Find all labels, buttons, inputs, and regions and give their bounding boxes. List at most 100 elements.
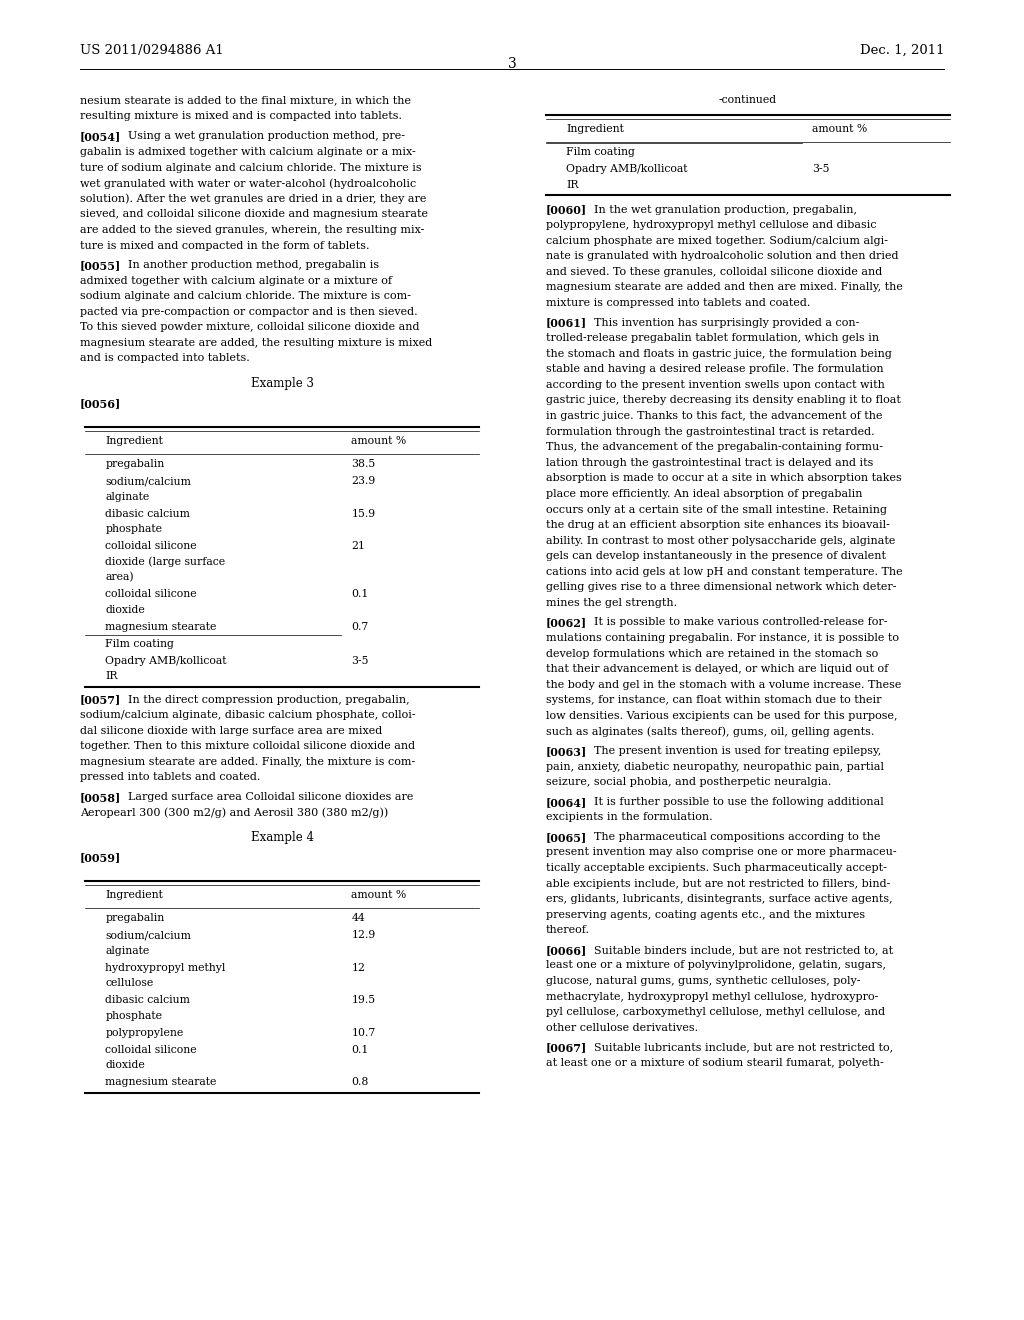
Text: It is further possible to use the following additional: It is further possible to use the follow…: [594, 797, 884, 807]
Text: Opadry AMB/kollicoat: Opadry AMB/kollicoat: [566, 164, 688, 174]
Text: Example 3: Example 3: [251, 378, 313, 389]
Text: mines the gel strength.: mines the gel strength.: [546, 598, 677, 609]
Text: gabalin is admixed together with calcium alginate or a mix-: gabalin is admixed together with calcium…: [80, 147, 416, 157]
Text: magnesium stearate are added. Finally, the mixture is com-: magnesium stearate are added. Finally, t…: [80, 756, 415, 767]
Text: are added to the sieved granules, wherein, the resulting mix-: are added to the sieved granules, wherei…: [80, 224, 424, 235]
Text: place more efficiently. An ideal absorption of pregabalin: place more efficiently. An ideal absorpt…: [546, 488, 862, 499]
Text: sodium alginate and calcium chloride. The mixture is com-: sodium alginate and calcium chloride. Th…: [80, 292, 411, 301]
Text: the body and gel in the stomach with a volume increase. These: the body and gel in the stomach with a v…: [546, 680, 901, 690]
Text: that their advancement is delayed, or which are liquid out of: that their advancement is delayed, or wh…: [546, 664, 888, 675]
Text: dibasic calcium: dibasic calcium: [105, 995, 190, 1006]
Text: Example 4: Example 4: [251, 832, 313, 843]
Text: cellulose: cellulose: [105, 978, 154, 989]
Text: preserving agents, coating agents etc., and the mixtures: preserving agents, coating agents etc., …: [546, 909, 865, 920]
Text: dioxide: dioxide: [105, 1060, 145, 1071]
Text: and is compacted into tablets.: and is compacted into tablets.: [80, 354, 250, 363]
Text: absorption is made to occur at a site in which absorption takes: absorption is made to occur at a site in…: [546, 474, 901, 483]
Text: US 2011/0294886 A1: US 2011/0294886 A1: [80, 44, 223, 57]
Text: other cellulose derivatives.: other cellulose derivatives.: [546, 1023, 698, 1032]
Text: dibasic calcium: dibasic calcium: [105, 508, 190, 519]
Text: gastric juice, thereby decreasing its density enabling it to float: gastric juice, thereby decreasing its de…: [546, 396, 901, 405]
Text: 10.7: 10.7: [351, 1028, 376, 1038]
Text: such as alginates (salts thereof), gums, oil, gelling agents.: such as alginates (salts thereof), gums,…: [546, 726, 874, 737]
Text: It is possible to make various controlled-release for-: It is possible to make various controlle…: [594, 618, 888, 627]
Text: Thus, the advancement of the pregabalin-containing formu-: Thus, the advancement of the pregabalin-…: [546, 442, 883, 453]
Text: 3: 3: [508, 57, 516, 71]
Text: together. Then to this mixture colloidal silicone dioxide and: together. Then to this mixture colloidal…: [80, 742, 415, 751]
Text: Aeropearl 300 (300 m2/g) and Aerosil 380 (380 m2/g)): Aeropearl 300 (300 m2/g) and Aerosil 380…: [80, 808, 388, 818]
Text: In the wet granulation production, pregabalin,: In the wet granulation production, prega…: [594, 205, 857, 215]
Text: Ingredient: Ingredient: [566, 124, 625, 133]
Text: nate is granulated with hydroalcoholic solution and then dried: nate is granulated with hydroalcoholic s…: [546, 251, 898, 261]
Text: 0.1: 0.1: [351, 589, 369, 599]
Text: [0057]: [0057]: [80, 694, 121, 706]
Text: Ingredient: Ingredient: [105, 436, 164, 446]
Text: [0060]: [0060]: [546, 205, 587, 215]
Text: 0.7: 0.7: [351, 622, 369, 632]
Text: excipients in the formulation.: excipients in the formulation.: [546, 812, 713, 822]
Text: [0062]: [0062]: [546, 618, 587, 628]
Text: [0061]: [0061]: [546, 318, 587, 329]
Text: the stomach and floats in gastric juice, the formulation being: the stomach and floats in gastric juice,…: [546, 348, 892, 359]
Text: sodium/calcium: sodium/calcium: [105, 477, 191, 486]
Text: ture of sodium alginate and calcium chloride. The mixture is: ture of sodium alginate and calcium chlo…: [80, 162, 422, 173]
Text: ture is mixed and compacted in the form of tablets.: ture is mixed and compacted in the form …: [80, 240, 370, 251]
Text: stable and having a desired release profile. The formulation: stable and having a desired release prof…: [546, 364, 884, 375]
Text: admixed together with calcium alginate or a mixture of: admixed together with calcium alginate o…: [80, 276, 392, 285]
Text: least one or a mixture of polyvinylprolidone, gelatin, sugars,: least one or a mixture of polyvinylproli…: [546, 961, 886, 970]
Text: magnesium stearate: magnesium stearate: [105, 622, 217, 632]
Text: tically acceptable excipients. Such pharmaceutically accept-: tically acceptable excipients. Such phar…: [546, 863, 887, 873]
Text: sodium/calcium alginate, dibasic calcium phosphate, colloi-: sodium/calcium alginate, dibasic calcium…: [80, 710, 416, 721]
Text: mulations containing pregabalin. For instance, it is possible to: mulations containing pregabalin. For ins…: [546, 634, 899, 643]
Text: dal silicone dioxide with large surface area are mixed: dal silicone dioxide with large surface …: [80, 726, 382, 735]
Text: colloidal silicone: colloidal silicone: [105, 541, 197, 552]
Text: according to the present invention swells upon contact with: according to the present invention swell…: [546, 380, 885, 389]
Text: magnesium stearate are added, the resulting mixture is mixed: magnesium stearate are added, the result…: [80, 338, 432, 348]
Text: In the direct compression production, pregabalin,: In the direct compression production, pr…: [128, 694, 410, 705]
Text: 15.9: 15.9: [351, 508, 376, 519]
Text: glucose, natural gums, gums, synthetic celluloses, poly-: glucose, natural gums, gums, synthetic c…: [546, 975, 860, 986]
Text: alginate: alginate: [105, 946, 150, 956]
Text: pyl cellulose, carboxymethyl cellulose, methyl cellulose, and: pyl cellulose, carboxymethyl cellulose, …: [546, 1007, 885, 1018]
Text: Dec. 1, 2011: Dec. 1, 2011: [859, 44, 944, 57]
Text: [0056]: [0056]: [80, 397, 121, 409]
Text: [0067]: [0067]: [546, 1043, 587, 1053]
Text: formulation through the gastrointestinal tract is retarded.: formulation through the gastrointestinal…: [546, 426, 874, 437]
Text: dioxide: dioxide: [105, 605, 145, 615]
Text: colloidal silicone: colloidal silicone: [105, 589, 197, 599]
Text: Larged surface area Colloidal silicone dioxides are: Larged surface area Colloidal silicone d…: [128, 792, 414, 803]
Text: 0.1: 0.1: [351, 1044, 369, 1055]
Text: 21: 21: [351, 541, 366, 552]
Text: area): area): [105, 573, 134, 582]
Text: Opadry AMB/kollicoat: Opadry AMB/kollicoat: [105, 656, 227, 665]
Text: phosphate: phosphate: [105, 524, 163, 535]
Text: seizure, social phobia, and postherpetic neuralgia.: seizure, social phobia, and postherpetic…: [546, 777, 831, 787]
Text: alginate: alginate: [105, 492, 150, 502]
Text: [0066]: [0066]: [546, 945, 587, 956]
Text: [0065]: [0065]: [546, 832, 587, 843]
Text: Suitable lubricants include, but are not restricted to,: Suitable lubricants include, but are not…: [594, 1043, 893, 1052]
Text: present invention may also comprise one or more pharmaceu-: present invention may also comprise one …: [546, 847, 896, 858]
Text: the drug at an efficient absorption site enhances its bioavail-: the drug at an efficient absorption site…: [546, 520, 890, 531]
Text: pregabalin: pregabalin: [105, 459, 165, 470]
Text: methacrylate, hydroxypropyl methyl cellulose, hydroxypro-: methacrylate, hydroxypropyl methyl cellu…: [546, 991, 879, 1002]
Text: polypropylene, hydroxypropyl methyl cellulose and dibasic: polypropylene, hydroxypropyl methyl cell…: [546, 220, 877, 230]
Text: calcium phosphate are mixed together. Sodium/calcium algi-: calcium phosphate are mixed together. So…: [546, 236, 888, 246]
Text: gels can develop instantaneously in the presence of divalent: gels can develop instantaneously in the …: [546, 552, 886, 561]
Text: trolled-release pregabalin tablet formulation, which gels in: trolled-release pregabalin tablet formul…: [546, 333, 879, 343]
Text: sodium/calcium: sodium/calcium: [105, 931, 191, 940]
Text: sieved, and colloidal silicone dioxide and magnesium stearate: sieved, and colloidal silicone dioxide a…: [80, 210, 428, 219]
Text: lation through the gastrointestinal tract is delayed and its: lation through the gastrointestinal trac…: [546, 458, 873, 467]
Text: phosphate: phosphate: [105, 1011, 163, 1020]
Text: Using a wet granulation production method, pre-: Using a wet granulation production metho…: [128, 132, 406, 141]
Text: 38.5: 38.5: [351, 459, 376, 470]
Text: develop formulations which are retained in the stomach so: develop formulations which are retained …: [546, 648, 878, 659]
Text: [0063]: [0063]: [546, 746, 587, 758]
Text: colloidal silicone: colloidal silicone: [105, 1044, 197, 1055]
Text: 12: 12: [351, 962, 366, 973]
Text: at least one or a mixture of sodium stearil fumarat, polyeth-: at least one or a mixture of sodium stea…: [546, 1057, 884, 1068]
Text: 3-5: 3-5: [812, 164, 829, 174]
Text: occurs only at a certain site of the small intestine. Retaining: occurs only at a certain site of the sma…: [546, 504, 887, 515]
Text: gelling gives rise to a three dimensional network which deter-: gelling gives rise to a three dimensiona…: [546, 582, 896, 593]
Text: polypropylene: polypropylene: [105, 1028, 183, 1038]
